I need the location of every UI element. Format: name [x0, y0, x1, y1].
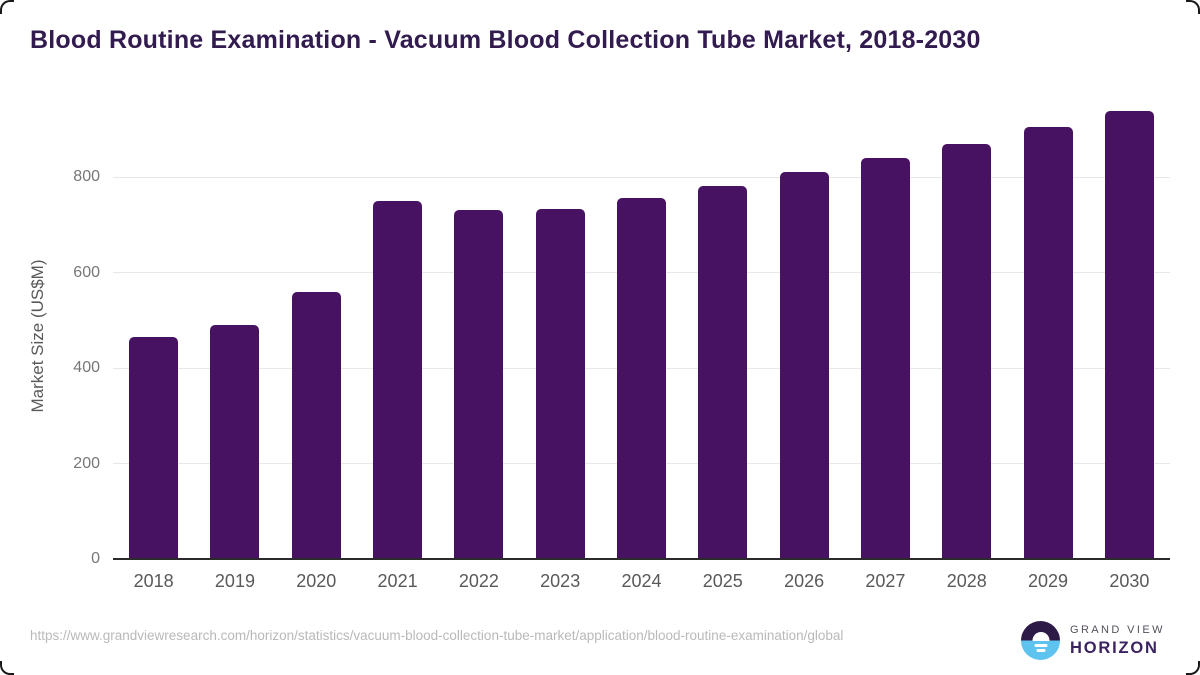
- bar-2026: [779, 172, 829, 559]
- x-tick-label-2026: 2026: [784, 571, 825, 591]
- grandview-horizon-logo: GRAND VIEW HORIZON: [1021, 621, 1165, 660]
- y-tick-label-0: 0: [91, 550, 100, 567]
- x-tick-label-2021: 2021: [377, 571, 418, 591]
- bar-2019: [210, 325, 260, 559]
- y-tick-label-200: 200: [73, 454, 100, 472]
- gridline-800: [113, 176, 1170, 178]
- bar-2021: [373, 201, 423, 559]
- bar-2023: [535, 209, 585, 559]
- bar-2022: [454, 210, 504, 559]
- x-axis-line: [113, 558, 1170, 560]
- chart-title: Blood Routine Examination - Vacuum Blood…: [30, 26, 981, 54]
- x-tick-label-2018: 2018: [133, 571, 174, 591]
- x-tick-label-2024: 2024: [621, 571, 662, 591]
- y-tick-label-400: 400: [73, 359, 100, 376]
- x-tick-label-2025: 2025: [702, 571, 743, 591]
- y-tick-label-600: 600: [73, 263, 100, 281]
- x-tick-label-2030: 2030: [1109, 571, 1150, 591]
- bar-2025: [698, 186, 748, 559]
- bar-2027: [860, 158, 910, 559]
- logo-wordmark: GRAND VIEW HORIZON: [1070, 624, 1165, 658]
- logo-text-grand-view: GRAND VIEW: [1070, 623, 1165, 636]
- x-tick-label-2028: 2028: [946, 571, 987, 591]
- bar-2024: [617, 198, 666, 559]
- x-tick-label-2023: 2023: [540, 571, 581, 591]
- logo-text-horizon: HORIZON: [1070, 638, 1159, 657]
- bar-2020: [291, 292, 341, 559]
- bar-2028: [942, 144, 992, 559]
- sun-reflection-bar: [1036, 649, 1045, 652]
- sun-icon: [1032, 631, 1049, 641]
- x-tick-label-2027: 2027: [865, 571, 906, 591]
- bar-2018: [129, 337, 179, 559]
- x-tick-label-2022: 2022: [458, 571, 499, 591]
- x-tick-label-2020: 2020: [296, 571, 337, 591]
- x-tick-label-2019: 2019: [214, 571, 255, 591]
- sun-reflection-bar: [1034, 643, 1047, 647]
- source-url: https://www.grandviewresearch.com/horizo…: [30, 628, 844, 643]
- bar-2029: [1023, 127, 1073, 559]
- horizon-sunset-icon: [1021, 621, 1060, 660]
- bar-2030: [1104, 111, 1154, 559]
- x-tick-label-2029: 2029: [1028, 571, 1069, 591]
- y-tick-label-800: 800: [73, 168, 100, 185]
